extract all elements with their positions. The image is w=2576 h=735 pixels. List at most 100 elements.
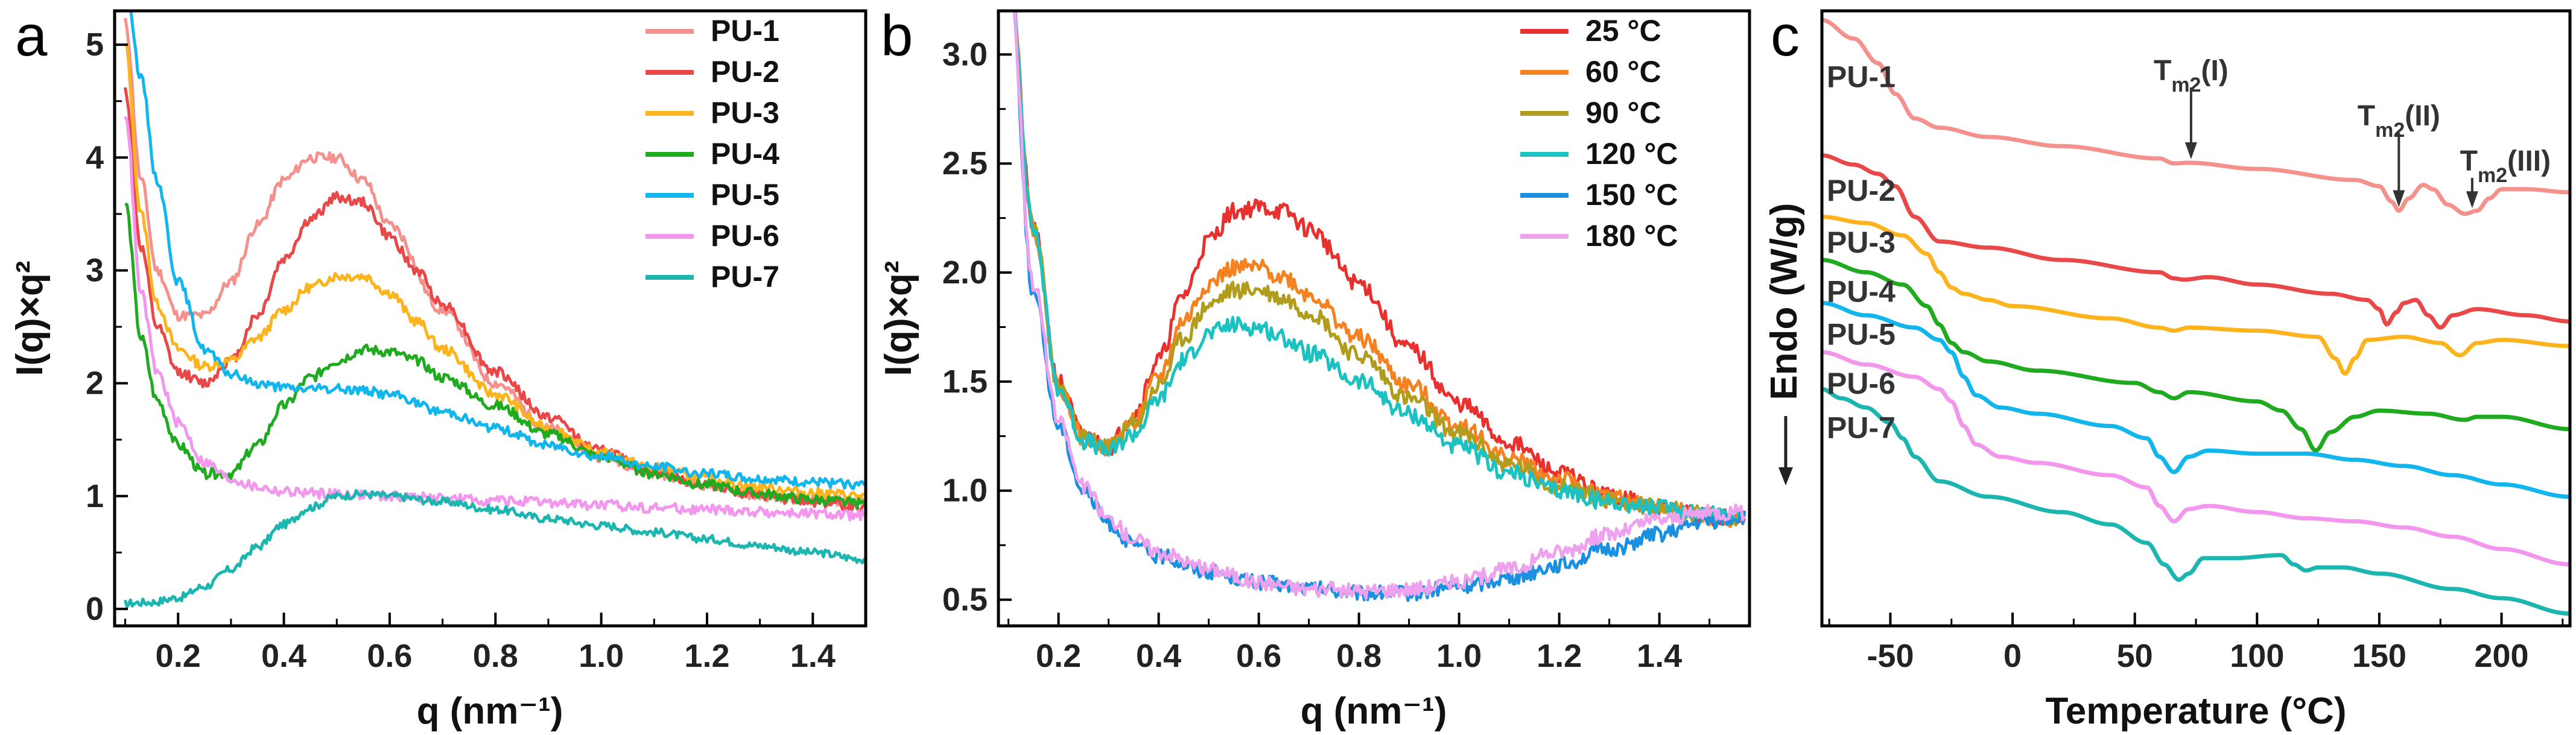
annotation-arrowhead [2393, 190, 2405, 207]
series-label: PU-4 [1827, 274, 1896, 308]
series-label: PU-1 [1827, 60, 1896, 93]
series-line-pu-5 [1822, 301, 2570, 499]
y-tick-label: 4 [86, 139, 104, 175]
panel-b-xlabel: q (nm⁻¹) [1301, 690, 1447, 732]
x-tick-label: 0.6 [1236, 638, 1281, 674]
legend-label: 120 °C [1585, 137, 1678, 171]
annotation-label: Tm2(I) [2154, 55, 2229, 96]
series-line-pu-4 [124, 202, 866, 510]
panel-a-yticks: 0 1 2 3 4 5 [86, 27, 128, 627]
legend-label: 150 °C [1585, 178, 1678, 212]
y-tick-label: 1.0 [942, 473, 988, 509]
y-tick-label: 0 [86, 591, 104, 627]
series-line-120-c [1014, 11, 1746, 522]
panel-b: 0.2 0.4 0.6 0.8 1.0 1.2 1.4 0.5 1.0 1.5 2.0 2.5 3.0… [878, 9, 1751, 732]
y-tick-label: 0.5 [942, 582, 988, 618]
panel-c-xticks: -50 0 50 100 150 200 [1828, 613, 2564, 674]
y-tick-label: 2.5 [942, 145, 988, 181]
panel-a-ylabel: I(q)×q² [9, 260, 51, 376]
legend-label: PU-1 [711, 14, 779, 48]
legend-label: 90 °C [1585, 96, 1661, 130]
panel-b-ylabel: I(q)×q² [878, 260, 919, 376]
panel-c-annotations: Tm2(I) Tm2(II) Tm2(III) [2154, 55, 2551, 209]
legend-label: PU-2 [711, 55, 779, 89]
annotation-label: Tm2(II) [2358, 100, 2440, 142]
panel-a-xlabel: q (nm⁻¹) [417, 690, 563, 732]
x-tick-label: 1.4 [1637, 638, 1682, 674]
panel-c-ylabel: Endo (W/g) [1763, 203, 1805, 400]
annotation-arrowhead [2184, 142, 2197, 159]
series-label: PU-2 [1827, 174, 1896, 207]
x-tick-label: 150 [2352, 638, 2406, 674]
panel-a-frame [113, 9, 868, 628]
series-line-180-c [1013, 11, 1746, 600]
series-line-pu-6 [1822, 350, 2570, 567]
x-tick-label: 200 [2474, 638, 2528, 674]
series-line-pu-7 [1822, 386, 2570, 616]
x-tick-label: 50 [2117, 638, 2153, 674]
x-tick-label: 0.2 [156, 638, 201, 674]
legend-label: 180 °C [1585, 219, 1678, 253]
series-label: PU-7 [1827, 411, 1896, 444]
x-tick-label: 0.8 [473, 638, 518, 674]
endo-down-arrow [1778, 416, 1793, 485]
annotation-label: Tm2(III) [2460, 145, 2551, 187]
panel-b-legend: 25 °C 60 °C 90 °C 120 °C 150 °C 180 °C [1520, 14, 1678, 253]
x-tick-label: 0.4 [1136, 638, 1181, 674]
panel-b-xticks: 0.2 0.4 0.6 0.8 1.0 1.2 1.4 [1007, 613, 1711, 674]
x-tick-label: 1.0 [1436, 638, 1482, 674]
x-tick-label: 1.4 [790, 638, 836, 674]
panel-b-lines [1012, 11, 1746, 602]
legend-label: PU-5 [711, 178, 779, 212]
legend-label: PU-3 [711, 96, 779, 130]
y-tick-label: 3 [86, 252, 104, 288]
x-tick-label: 0 [2003, 638, 2022, 674]
series-label: PU-3 [1827, 226, 1896, 259]
x-tick-label: 0.6 [367, 638, 412, 674]
legend-label: PU-4 [711, 137, 779, 171]
legend-label: PU-7 [711, 260, 779, 294]
panel-c-lines [1822, 17, 2570, 616]
x-tick-label: 1.2 [1537, 638, 1582, 674]
series-line-pu-3 [124, 43, 866, 502]
y-tick-label: 3.0 [942, 36, 988, 72]
panel-letter-a: a [15, 4, 48, 68]
series-line-pu-5 [129, 11, 866, 490]
series-label: PU-6 [1827, 367, 1896, 400]
series-line-150-c [1012, 11, 1746, 602]
panel-c-xlabel: Temperature (°C) [2045, 690, 2346, 732]
legend-label: 25 °C [1585, 14, 1661, 48]
x-tick-label: -50 [1867, 638, 1914, 674]
panel-letter-b: b [881, 4, 913, 68]
panel-letter-c: c [1771, 4, 1800, 68]
series-label: PU-5 [1827, 317, 1896, 351]
series-line-pu-3 [1822, 215, 2570, 376]
series-line-pu-2 [1822, 153, 2570, 330]
x-tick-label: 0.2 [1036, 638, 1081, 674]
panel-c: -50 0 50 100 150 200 PU-1 PU-2 PU-3 PU-4 PU-5 PU-6… [1763, 9, 2572, 732]
y-tick-label: 5 [86, 27, 104, 63]
y-tick-label: 2 [86, 365, 104, 402]
x-tick-label: 1.2 [684, 638, 729, 674]
x-tick-label: 100 [2230, 638, 2284, 674]
panel-c-series-labels: PU-1 PU-2 PU-3 PU-4 PU-5 PU-6 PU-7 [1827, 60, 1896, 444]
series-line-pu-7 [124, 488, 866, 608]
y-tick-label: 1 [86, 478, 104, 514]
series-line-pu-2 [124, 87, 866, 514]
series-line-pu-4 [1822, 257, 2570, 453]
y-tick-label: 2.0 [942, 254, 988, 291]
panel-b-frame [997, 9, 1751, 628]
x-tick-label: 0.8 [1336, 638, 1382, 674]
legend-label: 60 °C [1585, 55, 1661, 89]
annotation-arrowhead [2466, 191, 2478, 209]
panel-a-xticks: 0.2 0.4 0.6 0.8 1.0 1.2 1.4 [124, 613, 867, 674]
panel-a-lines [124, 11, 866, 608]
y-tick-label: 1.5 [942, 364, 988, 400]
panel-a: 0.2 0.4 0.6 0.8 1.0 1.2 1.4 0 1 2 3 4 5 q (nm⁻¹) I(… [9, 9, 868, 732]
x-tick-label: 0.4 [261, 638, 306, 674]
x-tick-label: 1.0 [579, 638, 624, 674]
series-line-pu-1 [1822, 17, 2570, 216]
panel-b-yticks: 0.5 1.0 1.5 2.0 2.5 3.0 [942, 36, 1012, 618]
legend-label: PU-6 [711, 219, 779, 253]
